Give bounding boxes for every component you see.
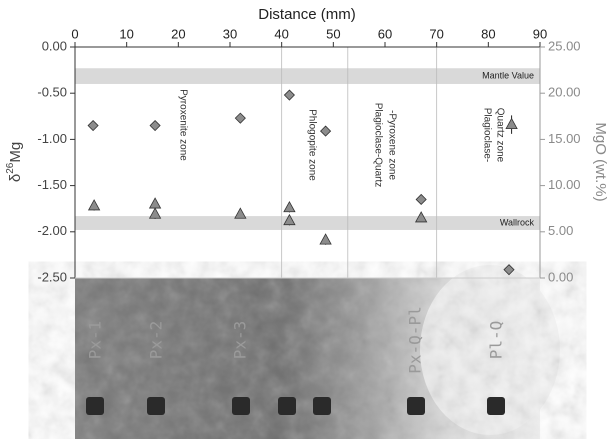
y-tick-label: -0.50 bbox=[37, 85, 67, 100]
y-tick-label: -2.50 bbox=[37, 269, 67, 284]
triangle bbox=[150, 198, 161, 208]
band bbox=[75, 68, 540, 84]
x-tick-label: 90 bbox=[533, 26, 547, 41]
sample-spot bbox=[147, 397, 165, 415]
y2-tick-label: 5.00 bbox=[548, 223, 573, 238]
triangle bbox=[150, 208, 161, 218]
y-tick-label: -2.00 bbox=[37, 223, 67, 238]
y2-tick-label: 0.00 bbox=[548, 269, 573, 284]
x-tick-label: 40 bbox=[274, 26, 288, 41]
sample-label: Px-Q-Pl bbox=[406, 306, 425, 373]
y-tick-label: -1.50 bbox=[37, 177, 67, 192]
diamond bbox=[88, 121, 98, 131]
sample-spot bbox=[313, 397, 331, 415]
y-tick-label: 0.00 bbox=[42, 38, 67, 53]
chart: Distance (mm) δ26Mg MgO (wt.%) Mantle Va… bbox=[0, 0, 610, 439]
sample-label: Px-1 bbox=[86, 321, 105, 360]
x-axis-title: Distance (mm) bbox=[258, 6, 356, 23]
zone-label: Quartz zone bbox=[494, 108, 505, 163]
x-tick-label: 10 bbox=[119, 26, 133, 41]
zone-label: Plagioclase- bbox=[481, 108, 492, 162]
diamond bbox=[321, 126, 331, 136]
sample-spot bbox=[86, 397, 104, 415]
sample-label: Px-3 bbox=[231, 321, 250, 360]
sample-spot bbox=[487, 397, 505, 415]
x-tick-label: 0 bbox=[71, 26, 78, 41]
x-tick-label: 70 bbox=[429, 26, 443, 41]
band-label: Mantle Value bbox=[482, 70, 534, 80]
zone-label: Pyroxenite zone bbox=[177, 89, 188, 161]
x-tick-label: 60 bbox=[378, 26, 392, 41]
triangle bbox=[235, 208, 246, 218]
diamond bbox=[416, 194, 426, 204]
sample-label: Pl-Q bbox=[487, 321, 506, 360]
diamond bbox=[150, 121, 160, 131]
x-tick-label: 50 bbox=[326, 26, 340, 41]
zone-label: -Pyroxene zone bbox=[386, 110, 397, 180]
y-axis-title: δ26Mg bbox=[5, 142, 24, 182]
band bbox=[75, 216, 540, 230]
triangle bbox=[320, 234, 331, 244]
x-tick-label: 80 bbox=[481, 26, 495, 41]
y2-tick-label: 25.00 bbox=[548, 38, 581, 53]
zone-label: Phlogopite zone bbox=[306, 109, 317, 181]
sample-spot bbox=[278, 397, 296, 415]
triangle bbox=[89, 200, 100, 210]
triangle bbox=[506, 119, 517, 129]
triangle bbox=[284, 202, 295, 212]
y-tick-label: -1.00 bbox=[37, 131, 67, 146]
y2-tick-label: 15.00 bbox=[548, 131, 581, 146]
sample-spot bbox=[232, 397, 250, 415]
y2-tick-label: 10.00 bbox=[548, 177, 581, 192]
sample-label: Px-2 bbox=[147, 321, 166, 360]
x-tick-label: 20 bbox=[171, 26, 185, 41]
diamond bbox=[284, 90, 294, 100]
x-tick-label: 30 bbox=[223, 26, 237, 41]
sample-spot bbox=[407, 397, 425, 415]
y2-axis-title: MgO (wt.%) bbox=[592, 122, 609, 201]
diamond bbox=[235, 113, 245, 123]
y2-tick-label: 20.00 bbox=[548, 85, 581, 100]
zone-label: Plagioclase-Quartz bbox=[372, 103, 383, 187]
band-label: Wallrock bbox=[500, 217, 535, 227]
